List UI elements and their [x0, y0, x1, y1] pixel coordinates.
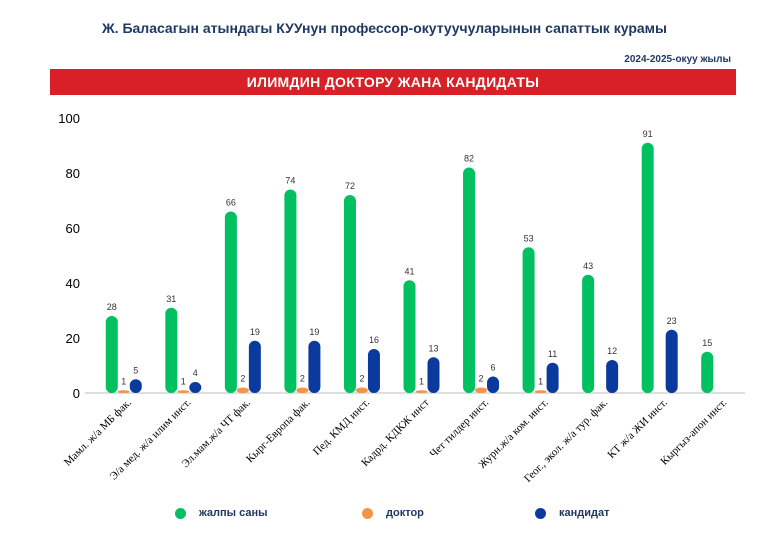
- data-label: 19: [309, 327, 319, 337]
- legend-label: кандидат: [559, 507, 610, 519]
- bar: [427, 357, 440, 393]
- legend-label: доктор: [386, 507, 424, 519]
- bar: [189, 382, 202, 393]
- bar: [129, 379, 142, 393]
- data-label: 13: [428, 343, 438, 353]
- data-label: 1: [538, 376, 543, 386]
- bar: [343, 195, 356, 393]
- category-label: Пед. КМД инст.: [311, 396, 372, 457]
- bar: [534, 390, 547, 393]
- data-label: 1: [181, 376, 186, 386]
- data-label: 72: [345, 181, 355, 191]
- data-label: 53: [524, 233, 534, 243]
- data-label: 19: [250, 327, 260, 337]
- bar: [165, 307, 178, 393]
- legend-marker: [362, 508, 373, 519]
- legend-marker: [535, 508, 546, 519]
- data-label: 15: [702, 338, 712, 348]
- bar: [522, 247, 535, 393]
- data-label: 91: [643, 129, 653, 139]
- y-tick-label: 0: [73, 386, 80, 401]
- bar: [248, 340, 261, 393]
- bar: [487, 376, 500, 393]
- data-label: 2: [240, 374, 245, 384]
- data-label: 74: [285, 176, 295, 186]
- category-label: Кадрд. КДКЖ инст: [359, 397, 432, 470]
- y-tick-label: 80: [66, 166, 80, 181]
- bar: [415, 390, 428, 393]
- data-label: 2: [359, 374, 364, 384]
- data-label: 28: [107, 302, 117, 312]
- bar: [403, 280, 416, 393]
- bar: [296, 387, 309, 393]
- bar: [105, 316, 118, 393]
- bar: [367, 349, 380, 393]
- bar: [284, 189, 297, 393]
- bar: [224, 211, 237, 393]
- page-title: Ж. Баласагын атындагы КУУнун профессор-о…: [102, 20, 667, 36]
- bar: [665, 329, 678, 393]
- category-label: Кыргыз-апон инст.: [658, 396, 729, 467]
- y-tick-label: 60: [66, 221, 80, 236]
- data-label: 23: [667, 316, 677, 326]
- data-label: 66: [226, 198, 236, 208]
- category-label: Кырг-Европа фак.: [244, 396, 313, 465]
- category-label: КТ ж/а ЖИ инст.: [605, 396, 670, 461]
- y-tick-label: 20: [66, 331, 80, 346]
- data-label: 2: [300, 374, 305, 384]
- bar: [641, 142, 654, 393]
- y-tick-label: 40: [66, 276, 80, 291]
- data-label: 5: [133, 365, 138, 375]
- data-label: 1: [121, 376, 126, 386]
- academic-year: 2024-2025-окуу жылы: [624, 54, 731, 65]
- data-label: 82: [464, 154, 474, 164]
- data-label: 43: [583, 261, 593, 271]
- bar: [308, 340, 321, 393]
- data-label: 11: [548, 349, 557, 359]
- y-tick-label: 100: [58, 111, 80, 126]
- bar: [475, 387, 488, 393]
- legend-marker: [175, 508, 186, 519]
- data-label: 2: [479, 374, 484, 384]
- data-label: 16: [369, 335, 379, 345]
- data-label: 41: [404, 266, 414, 276]
- bar: [582, 274, 595, 393]
- data-label: 4: [193, 368, 198, 378]
- data-label: 6: [491, 363, 496, 373]
- data-label: 1: [419, 376, 424, 386]
- chart-banner: ИЛИМДИН ДОКТОРУ ЖАНА КАНДИДАТЫ: [50, 69, 736, 95]
- data-label: 31: [166, 294, 176, 304]
- bar: [177, 390, 190, 393]
- bar: [355, 387, 368, 393]
- bar: [606, 360, 619, 393]
- data-label: 12: [607, 346, 617, 356]
- bar: [546, 362, 559, 393]
- bar: [236, 387, 249, 393]
- legend-label: жалпы саны: [199, 507, 268, 519]
- bar: [117, 390, 130, 393]
- category-label: Чет тилдер инст.: [428, 396, 492, 460]
- bar: [701, 351, 714, 393]
- bar: [463, 167, 476, 393]
